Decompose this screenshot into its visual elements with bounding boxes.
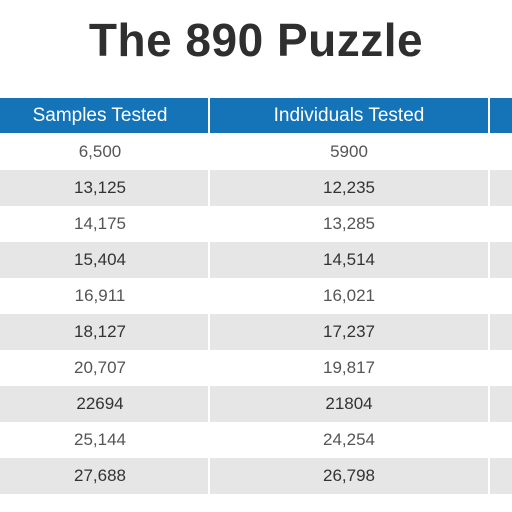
data-table: Samples Tested Individuals Tested 6,500 …	[0, 98, 512, 494]
cell-individuals: 19,817	[210, 350, 490, 386]
cell-samples: 27,688	[0, 458, 210, 494]
cell-samples: 14,175	[0, 206, 210, 242]
table-row: 25,144 24,254	[0, 422, 512, 458]
cell-third	[490, 458, 512, 494]
cell-individuals: 21804	[210, 386, 490, 422]
cell-third	[490, 278, 512, 314]
cell-third	[490, 350, 512, 386]
cell-samples: 22694	[0, 386, 210, 422]
header-individuals-tested: Individuals Tested	[210, 98, 490, 133]
table-row: 27,688 26,798	[0, 458, 512, 494]
table-row: 6,500 5900	[0, 134, 512, 170]
cell-samples: 13,125	[0, 170, 210, 206]
cell-individuals: 13,285	[210, 206, 490, 242]
table-row: 22694 21804	[0, 386, 512, 422]
page-title: The 890 Puzzle	[88, 14, 424, 66]
cell-third	[490, 386, 512, 422]
cell-individuals: 14,514	[210, 242, 490, 278]
cell-third	[490, 314, 512, 350]
table-row: 13,125 12,235	[0, 170, 512, 206]
cell-samples: 16,911	[0, 278, 210, 314]
cell-third	[490, 422, 512, 458]
header-samples-tested: Samples Tested	[0, 98, 210, 133]
cell-samples: 25,144	[0, 422, 210, 458]
table-row: 15,404 14,514	[0, 242, 512, 278]
cell-samples: 18,127	[0, 314, 210, 350]
table-row: 18,127 17,237	[0, 314, 512, 350]
table-row: 14,175 13,285	[0, 206, 512, 242]
cell-third	[490, 206, 512, 242]
table-header-row: Samples Tested Individuals Tested	[0, 98, 512, 133]
table-row: 20,707 19,817	[0, 350, 512, 386]
cell-individuals: 12,235	[210, 170, 490, 206]
table-row: 16,911 16,021	[0, 278, 512, 314]
cell-individuals: 5900	[210, 134, 490, 170]
cell-individuals: 26,798	[210, 458, 490, 494]
cell-individuals: 16,021	[210, 278, 490, 314]
header-third-column	[490, 98, 512, 133]
cell-individuals: 24,254	[210, 422, 490, 458]
cell-samples: 15,404	[0, 242, 210, 278]
cell-samples: 20,707	[0, 350, 210, 386]
cell-samples: 6,500	[0, 134, 210, 170]
cell-third	[490, 170, 512, 206]
cell-third	[490, 242, 512, 278]
cell-third	[490, 134, 512, 170]
cell-individuals: 17,237	[210, 314, 490, 350]
